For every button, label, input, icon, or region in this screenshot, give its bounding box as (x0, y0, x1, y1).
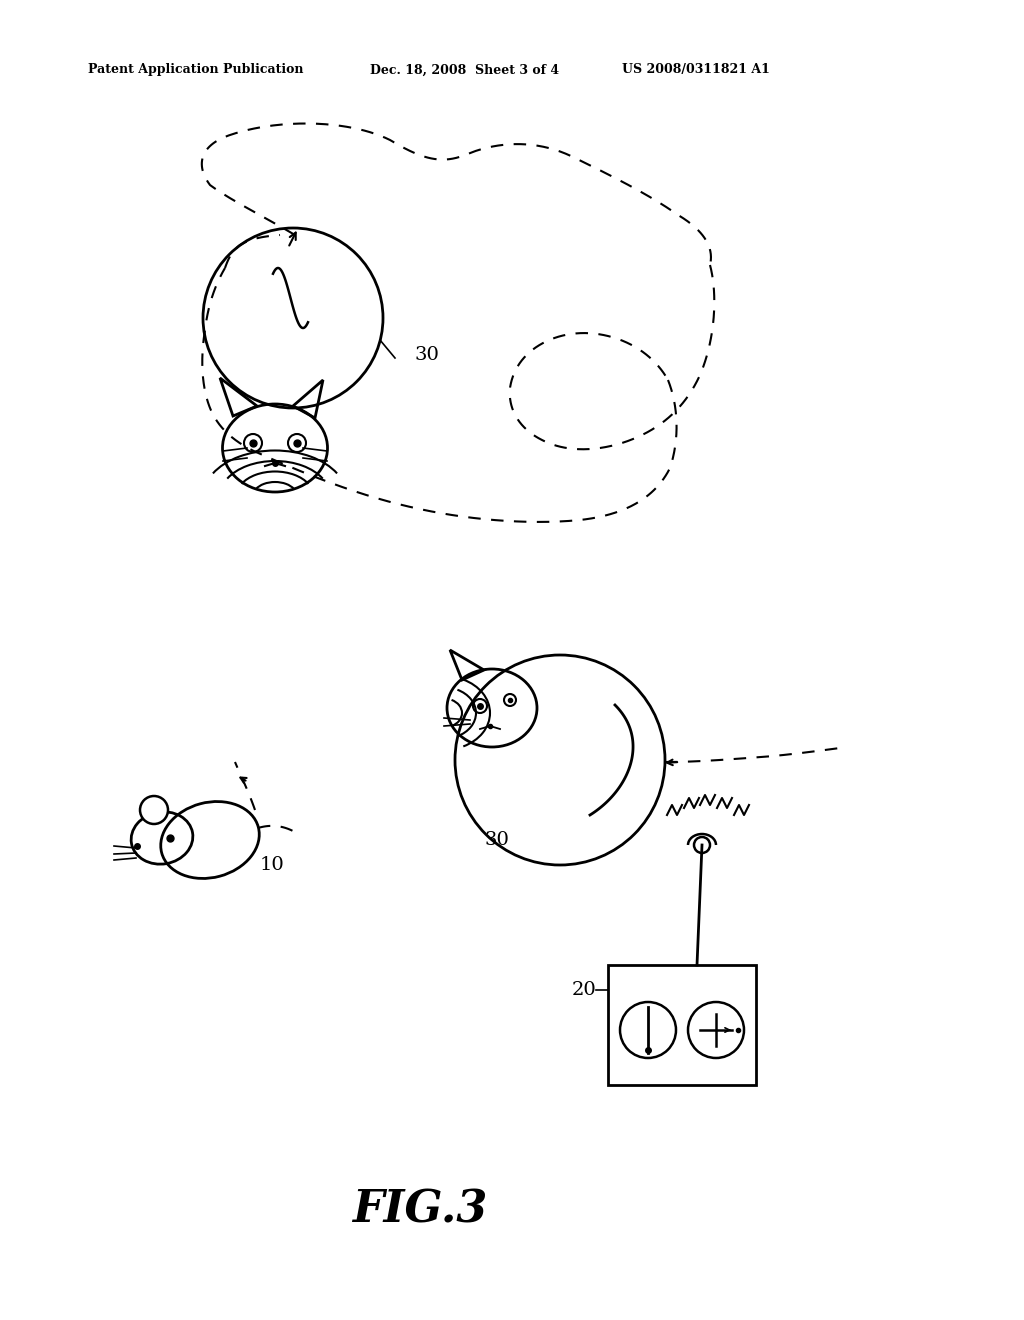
Bar (608, 965, 756, 1085)
Text: Patent Application Publication: Patent Application Publication (88, 63, 303, 77)
Circle shape (473, 700, 487, 713)
Circle shape (504, 694, 516, 706)
Text: Dec. 18, 2008  Sheet 3 of 4: Dec. 18, 2008 Sheet 3 of 4 (370, 63, 559, 77)
Circle shape (244, 434, 262, 451)
Text: 30: 30 (485, 832, 510, 849)
Text: FIG.3: FIG.3 (352, 1188, 487, 1232)
Circle shape (288, 434, 306, 451)
Text: US 2008/0311821 A1: US 2008/0311821 A1 (622, 63, 770, 77)
Circle shape (140, 796, 168, 824)
Text: 10: 10 (260, 855, 285, 874)
Text: 20: 20 (571, 981, 596, 999)
Text: 30: 30 (415, 346, 440, 364)
